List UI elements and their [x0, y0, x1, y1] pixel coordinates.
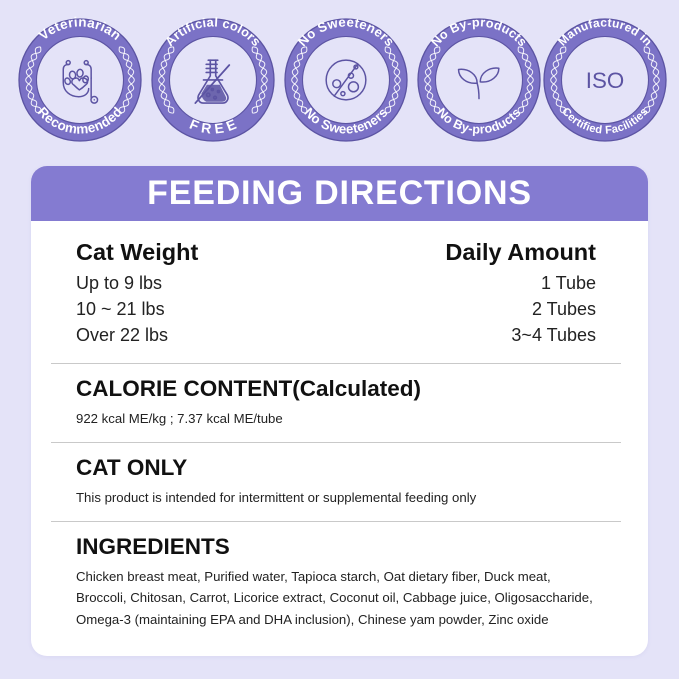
svg-text:ISO: ISO — [586, 68, 624, 93]
